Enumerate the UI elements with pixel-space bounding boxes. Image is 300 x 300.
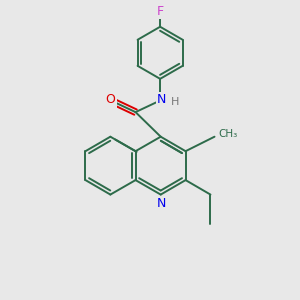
Text: H: H: [170, 97, 179, 107]
Text: CH₃: CH₃: [219, 129, 238, 139]
Text: O: O: [105, 94, 115, 106]
Text: N: N: [157, 94, 166, 106]
Text: F: F: [157, 5, 164, 18]
Text: N: N: [157, 197, 166, 210]
